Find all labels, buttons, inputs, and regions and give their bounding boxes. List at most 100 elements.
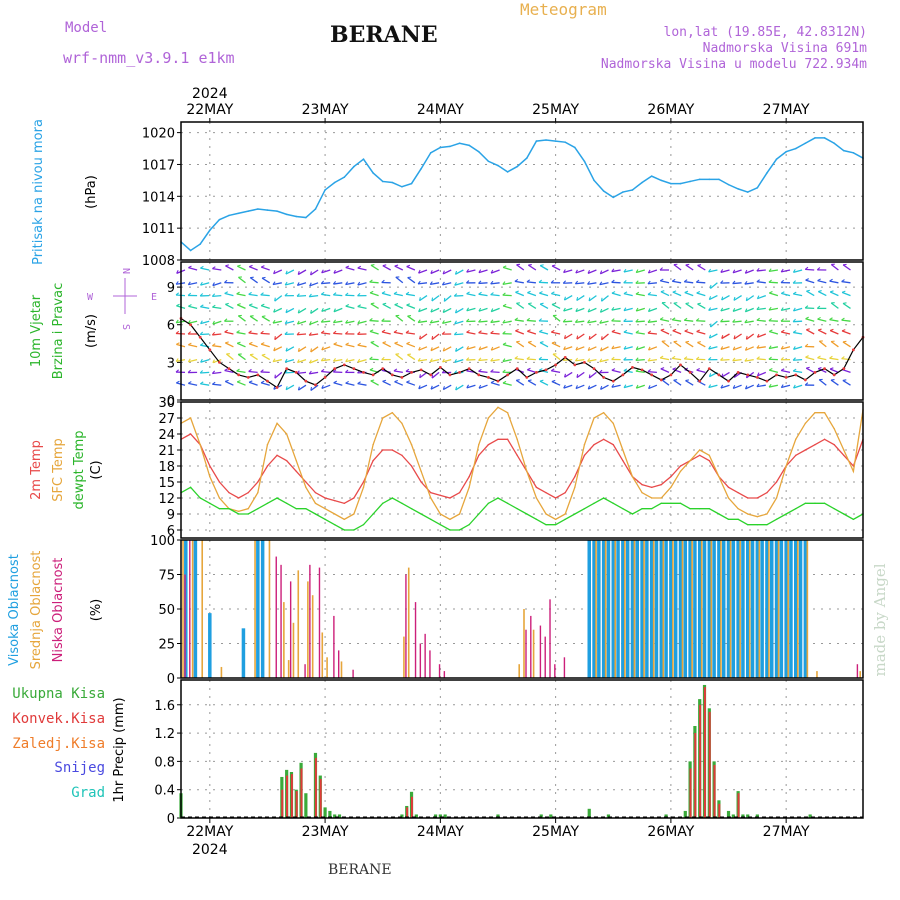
wind-speed-point [371,373,375,377]
wind-barb-head [394,264,399,267]
wind-barb [647,293,657,297]
wind-barb-head [756,317,760,321]
wind-barb-head [417,357,421,362]
wind-barb-head [320,357,324,362]
cloud-bar-1 [710,540,713,678]
pressure-point [631,189,634,191]
wind-barb [696,292,706,297]
wind-barb [224,380,234,386]
wind-barb [454,320,464,325]
cloud-bar-0 [683,540,688,678]
pressure-point [775,158,778,160]
wind-barb [551,342,561,348]
temp-point-1 [775,497,778,499]
wind-barb-head [611,279,615,283]
precip-bar-0 [549,814,553,818]
temp-point-0 [487,443,490,446]
cloud-bar-0 [635,540,640,678]
temp-point-1 [324,507,326,510]
wind-barb-head [407,353,411,356]
wind-barb [660,329,670,335]
wind-barb [478,293,488,297]
wind-speed-point [813,371,817,374]
wind-barb-head [248,380,253,383]
date-label-top-0: 22MAY [186,102,233,118]
wind-barb-head [442,320,445,324]
wind-barb [611,292,621,297]
wind-barb [454,333,464,336]
wind-barb-head [588,335,591,340]
wind-barb-head [211,331,216,336]
temp-point-2 [679,502,682,505]
wind-barb-head [442,386,445,390]
compass-letter-compass_s: S [120,324,131,330]
wind-barb [224,331,234,335]
wind-speed-point [448,373,452,377]
wind-speed-point [198,335,202,339]
wind-barb-head [842,340,847,343]
wind-barb [395,353,404,361]
pressure-point [295,215,298,218]
wind-barb-head [176,342,180,345]
cloud-bar-0 [611,540,616,678]
wind-barb-head [720,307,724,312]
wind-barb [648,307,658,313]
wind-barb [600,269,609,275]
wind-barb-head [310,309,312,314]
temp-point-2 [401,502,403,505]
wind-barb-head [563,269,566,273]
cloud-bar-0 [736,540,740,678]
wind-barb-head [225,302,229,305]
wind-barb-head [817,278,821,282]
temp-point-0 [449,497,451,499]
wind-barb-head [732,319,736,323]
wind-barb [635,293,645,297]
pressure-point [381,180,384,183]
temp-point-1 [218,497,221,499]
wind-barb-head [611,368,616,371]
cloud-bar-0 [592,540,596,678]
cloud-bar-1 [297,570,300,678]
wind-barb-head [538,279,543,283]
wind-barb [648,269,658,274]
wind-barb [806,290,815,297]
pressure-point [372,172,374,174]
wind-barb-head [176,303,180,307]
wind-barb [443,295,452,302]
cloud-bar-0 [260,540,265,678]
wind-barb-head [393,368,398,372]
wind-speed-point [477,373,481,377]
wind-speed-point [755,376,759,379]
cloud-bar-1 [672,540,674,678]
wind-barb-head [514,317,519,321]
wind-barb [407,276,416,284]
wind-barb-head [357,281,361,286]
cloud-bar-0 [750,540,755,678]
cloud-bar-2 [309,564,311,678]
wind-barb [744,282,754,285]
temp-point-0 [420,481,422,483]
cloud-bar-2 [549,599,551,678]
temp-series-line-1 [180,406,864,521]
wind-barb [236,342,246,348]
wind-barb [841,319,851,322]
wind-barb-head [804,343,809,347]
wind-barb [527,380,537,386]
wind-barb-head [310,271,312,276]
wind-barb [647,358,657,362]
wind-barb [297,358,307,364]
temp-point-2 [554,523,557,526]
temp-point-2 [727,518,730,521]
pressure-axis-label: Pritisak na nivou mora [31,119,46,265]
wind-barb [417,320,428,324]
wind-speed-point [679,363,682,367]
wind-barb [417,282,428,285]
temp-point-1 [314,502,317,505]
temp-point-2 [535,518,538,521]
wind-barb [345,343,355,348]
wind-barb-head [611,345,615,349]
temp-point-0 [545,491,547,494]
wind-barb-head [793,384,796,389]
wind-barb [744,320,754,324]
wind-barb [430,307,440,313]
